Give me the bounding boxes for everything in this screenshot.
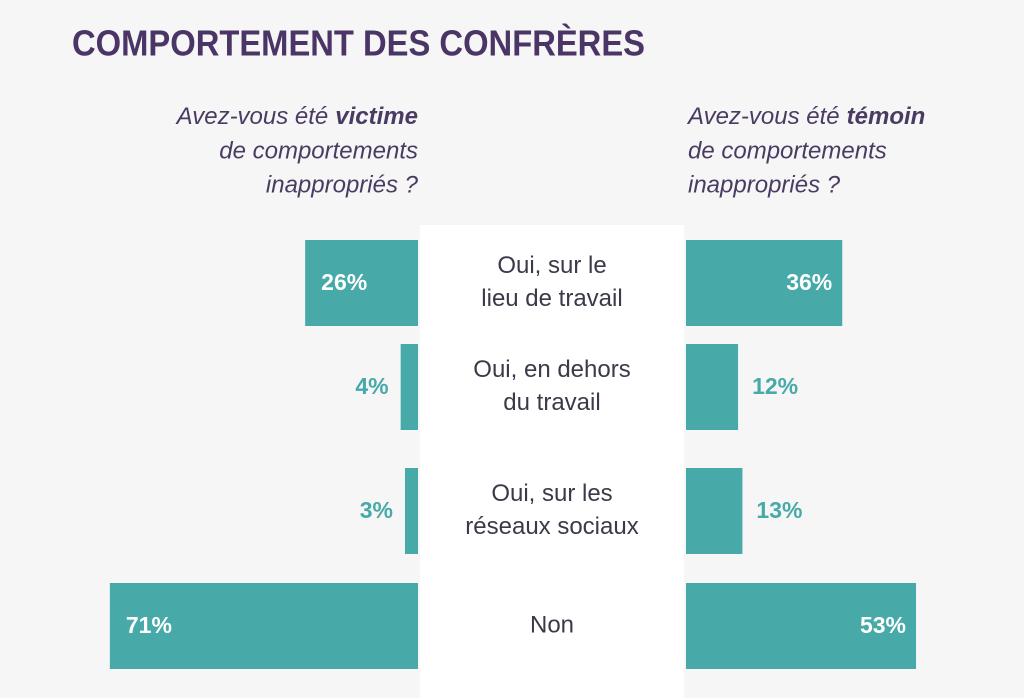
- bar: [686, 583, 917, 669]
- question: de comportements: [688, 137, 887, 164]
- value-label: 53%: [860, 612, 906, 638]
- category-label: Oui, sur les: [491, 480, 612, 507]
- chart-title: COMPORTEMENT DES CONFRÈRES: [72, 23, 645, 64]
- question: inappropriés ?: [688, 171, 841, 198]
- bar: [400, 344, 418, 430]
- question: Avez-vous été victime: [175, 103, 418, 130]
- category-label: Oui, en dehors: [473, 356, 630, 383]
- category-label: lieu de travail: [481, 285, 622, 312]
- question-text: Avez-vous été: [686, 103, 840, 130]
- category-label: Non: [530, 611, 574, 638]
- value-label: 36%: [786, 269, 832, 295]
- question-text: Avez-vous été: [175, 103, 329, 130]
- category-label: du travail: [503, 389, 600, 416]
- question-emphasis: victime: [335, 103, 418, 130]
- value-label: 13%: [756, 497, 802, 523]
- value-label: 4%: [355, 373, 388, 399]
- bar: [686, 240, 843, 326]
- category-label: Oui, sur le: [497, 252, 606, 279]
- question: Avez-vous été témoin: [686, 103, 925, 130]
- question-emphasis: témoin: [847, 103, 926, 130]
- question: de comportements: [219, 137, 418, 164]
- category-label: réseaux sociaux: [465, 513, 638, 540]
- category-column: [420, 225, 684, 698]
- value-label: 71%: [126, 612, 172, 638]
- value-label: 3%: [360, 497, 393, 523]
- bar: [109, 583, 419, 669]
- value-label: 12%: [752, 373, 798, 399]
- value-label: 26%: [321, 269, 367, 295]
- bar: [686, 468, 743, 554]
- bar: [686, 344, 739, 430]
- question: inappropriés ?: [266, 171, 419, 198]
- bar: [305, 240, 418, 326]
- bar: [404, 468, 418, 554]
